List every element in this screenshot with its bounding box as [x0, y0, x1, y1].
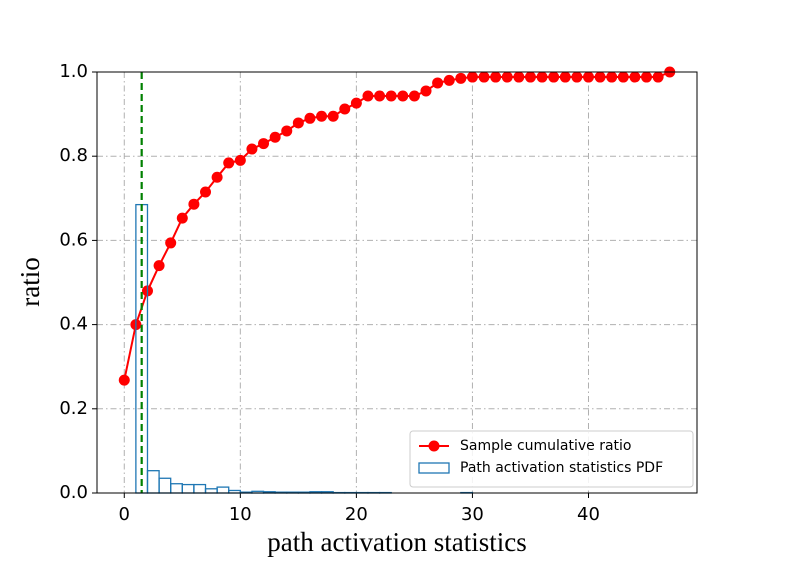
x-tick-label: 10	[229, 504, 252, 525]
data-point	[466, 71, 478, 83]
histogram-bar	[204, 488, 218, 494]
y-tick-label: 1.0	[59, 61, 88, 82]
x-tick-label: 20	[345, 504, 368, 525]
histogram-bar	[216, 486, 230, 494]
data-point	[524, 71, 536, 83]
data-point	[443, 74, 455, 86]
x-tick-label: 40	[577, 504, 600, 525]
data-point	[374, 90, 386, 102]
legend-marker	[428, 440, 440, 452]
histogram-bar	[193, 483, 207, 494]
data-point	[223, 157, 235, 169]
y-tick-label: 0.6	[59, 229, 88, 250]
data-point	[316, 110, 328, 122]
data-point	[362, 90, 374, 102]
data-point	[408, 90, 420, 102]
data-line	[123, 71, 671, 381]
data-point	[281, 125, 293, 137]
data-point	[629, 71, 641, 83]
histogram-bar	[170, 483, 183, 494]
legend-label: Path activation statistics PDF	[460, 460, 663, 476]
histogram-bar	[181, 483, 195, 494]
legend-box	[409, 430, 694, 488]
x-tick-label: 0	[119, 504, 130, 525]
x-axis-label: path activation statistics	[267, 527, 526, 557]
data-point	[559, 71, 571, 83]
data-point	[641, 71, 653, 83]
histogram-bar	[146, 470, 160, 494]
data-point	[304, 112, 316, 124]
y-tick-label: 0.8	[59, 145, 88, 166]
histogram-bar	[158, 477, 172, 494]
data-point	[571, 71, 583, 83]
x-tick-label: 30	[461, 504, 484, 525]
data-point	[153, 260, 165, 272]
y-tick-label: 0.4	[59, 314, 88, 335]
y-tick-label: 0.2	[59, 398, 88, 419]
y-axis-label: ratio	[15, 257, 45, 306]
data-point	[234, 154, 246, 166]
data-point	[246, 143, 258, 155]
data-point	[188, 198, 200, 210]
data-point	[582, 71, 594, 83]
data-point	[432, 77, 444, 89]
data-point	[258, 138, 270, 150]
data-point	[536, 71, 548, 83]
data-point	[350, 97, 362, 109]
data-point	[211, 171, 223, 183]
legend-patch	[418, 462, 450, 474]
y-tick-label: 0.0	[59, 482, 88, 503]
data-point	[594, 71, 606, 83]
data-point	[455, 72, 467, 84]
data-point	[606, 71, 618, 83]
data-point	[385, 90, 397, 102]
data-point	[200, 186, 212, 198]
legend-label: Sample cumulative ratio	[460, 438, 632, 454]
data-point	[652, 71, 664, 83]
data-point	[478, 71, 490, 83]
data-point	[501, 71, 513, 83]
axes-frame	[96, 71, 698, 494]
data-point	[513, 71, 525, 83]
data-point	[548, 71, 560, 83]
data-point	[176, 212, 188, 224]
data-point	[118, 374, 130, 386]
data-point	[165, 237, 177, 249]
data-point	[327, 110, 339, 122]
data-point	[420, 85, 432, 97]
data-point	[269, 131, 281, 143]
data-point	[617, 71, 629, 83]
data-point	[490, 71, 502, 83]
data-point	[292, 117, 304, 129]
data-point	[397, 90, 409, 102]
data-point	[339, 103, 351, 115]
